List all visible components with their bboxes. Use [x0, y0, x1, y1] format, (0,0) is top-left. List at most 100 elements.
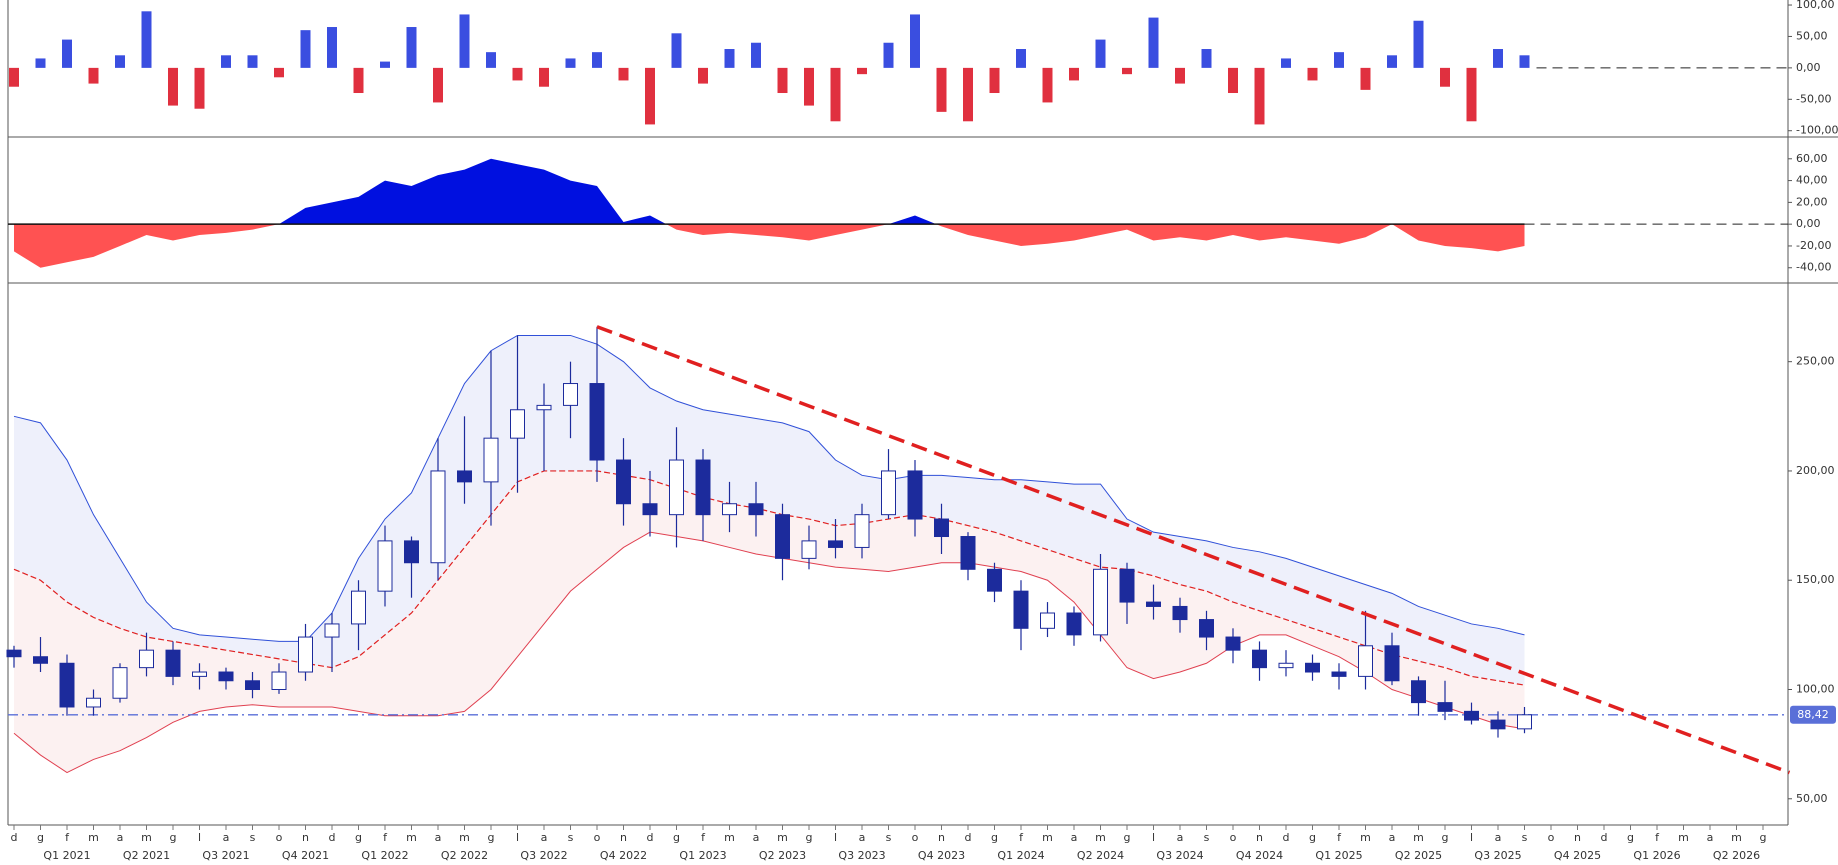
x-tick-label: s — [1522, 831, 1528, 844]
oscillator-bar — [936, 67, 947, 112]
x-tick-label: f — [65, 831, 70, 844]
x-tick-label: m — [141, 831, 152, 844]
oscillator-bar — [1016, 49, 1026, 68]
x-tick-label: g — [806, 831, 813, 844]
candle-body — [1464, 710, 1479, 721]
oscillator-bar — [1069, 67, 1079, 81]
quarter-label: Q3 2024 — [1156, 849, 1203, 862]
quarter-label: Q2 2021 — [123, 849, 170, 862]
x-tick-label: m — [1042, 831, 1053, 844]
x-tick-label: o — [594, 831, 601, 844]
oscillator-bar — [618, 67, 629, 81]
x-tick-label: f — [383, 831, 388, 844]
oscillator-bar — [671, 33, 682, 68]
candle-body — [457, 470, 472, 483]
quarter-label: Q4 2025 — [1554, 849, 1601, 862]
x-tick-label: d — [965, 831, 972, 844]
oscillator-bar — [274, 67, 284, 78]
y-tick-label: -100,00 — [1796, 124, 1838, 137]
y-tick-label: 100,00 — [1796, 0, 1835, 11]
x-tick-label: s — [568, 831, 574, 844]
candle-body — [1490, 719, 1506, 730]
x-tick-label: l — [1152, 831, 1155, 844]
quarter-label: Q1 2024 — [997, 849, 1044, 862]
x-tick-label: l — [516, 831, 519, 844]
oscillator-bar — [963, 67, 973, 122]
area-negative — [14, 224, 1525, 268]
oscillator-bar — [592, 52, 602, 68]
candle-body — [1225, 636, 1241, 651]
x-tick-label: m — [777, 831, 788, 844]
oscillator-bar — [380, 61, 390, 68]
oscillator-bar — [989, 67, 1000, 94]
x-tick-label: m — [88, 831, 99, 844]
candle-body — [510, 409, 525, 439]
oscillator-bar — [857, 67, 867, 75]
y-tick-label: 0,00 — [1796, 217, 1821, 230]
quarter-label: Q3 2022 — [520, 849, 567, 862]
oscillator-bar — [1281, 58, 1291, 68]
oscillator-bar — [1201, 49, 1212, 68]
x-tick-label: d — [1601, 831, 1608, 844]
quarter-label: Q3 2023 — [838, 849, 885, 862]
y-tick-label: -40,00 — [1796, 261, 1831, 274]
candle-body — [1305, 662, 1320, 673]
x-tick-label: m — [406, 831, 417, 844]
x-tick-label: a — [753, 831, 760, 844]
x-tick-label: a — [223, 831, 230, 844]
x-tick-label: f — [1337, 831, 1342, 844]
candle-body — [1172, 605, 1188, 621]
quarter-label: Q3 2021 — [202, 849, 249, 862]
x-tick-label: n — [938, 831, 945, 844]
y-tick-label: 40,00 — [1796, 174, 1828, 187]
x-tick-label: a — [435, 831, 442, 844]
candle-body — [59, 662, 75, 708]
y-tick-label: -20,00 — [1796, 239, 1831, 252]
quarter-label: Q1 2026 — [1633, 849, 1680, 862]
oscillator-bar — [88, 67, 99, 84]
x-tick-label: s — [250, 831, 256, 844]
x-tick-label: a — [859, 831, 866, 844]
candle-body — [669, 459, 684, 516]
quarter-label: Q4 2023 — [918, 849, 965, 862]
band-upper — [13, 334, 1525, 642]
band-middle — [13, 470, 1525, 686]
y-tick-label: 250,00 — [1796, 355, 1835, 368]
oscillator-bar — [9, 67, 19, 87]
oscillator-bar — [221, 55, 231, 68]
candle-body — [987, 568, 1002, 592]
oscillator-bar — [910, 14, 920, 68]
x-tick-label: d — [1283, 831, 1290, 844]
oscillator-bar — [1095, 39, 1106, 68]
y-tick-label: 150,00 — [1796, 573, 1835, 586]
oscillator-bar — [194, 67, 205, 109]
quarter-label: Q1 2025 — [1315, 849, 1362, 862]
quarter-label: Q2 2025 — [1395, 849, 1442, 862]
candle-body — [324, 623, 340, 638]
x-tick-label: a — [541, 831, 548, 844]
oscillator-bar — [751, 42, 761, 68]
x-tick-label: g — [673, 831, 680, 844]
candle-body — [245, 680, 260, 690]
x-tick-label: g — [37, 831, 44, 844]
y-tick-label: -50,00 — [1796, 92, 1831, 105]
y-tick-label: 100,00 — [1796, 683, 1835, 696]
candle-body — [828, 540, 843, 548]
candle-body — [1517, 714, 1532, 730]
x-tick-label: l — [198, 831, 201, 844]
oscillator-bar — [35, 58, 46, 68]
area-positive — [14, 158, 1525, 225]
y-tick-label: 20,00 — [1796, 195, 1828, 208]
quarter-label: Q3 2025 — [1474, 849, 1521, 862]
x-tick-label: g — [170, 831, 177, 844]
x-tick-label: n — [620, 831, 627, 844]
x-tick-label: f — [701, 831, 706, 844]
candle-body — [907, 470, 923, 520]
candle-body — [1199, 619, 1214, 638]
candle-body — [616, 459, 631, 505]
quarter-label: Q2 2024 — [1077, 849, 1124, 862]
candle-body — [1358, 645, 1373, 677]
oscillator-bar — [539, 67, 549, 87]
oscillator-bar — [62, 39, 72, 68]
